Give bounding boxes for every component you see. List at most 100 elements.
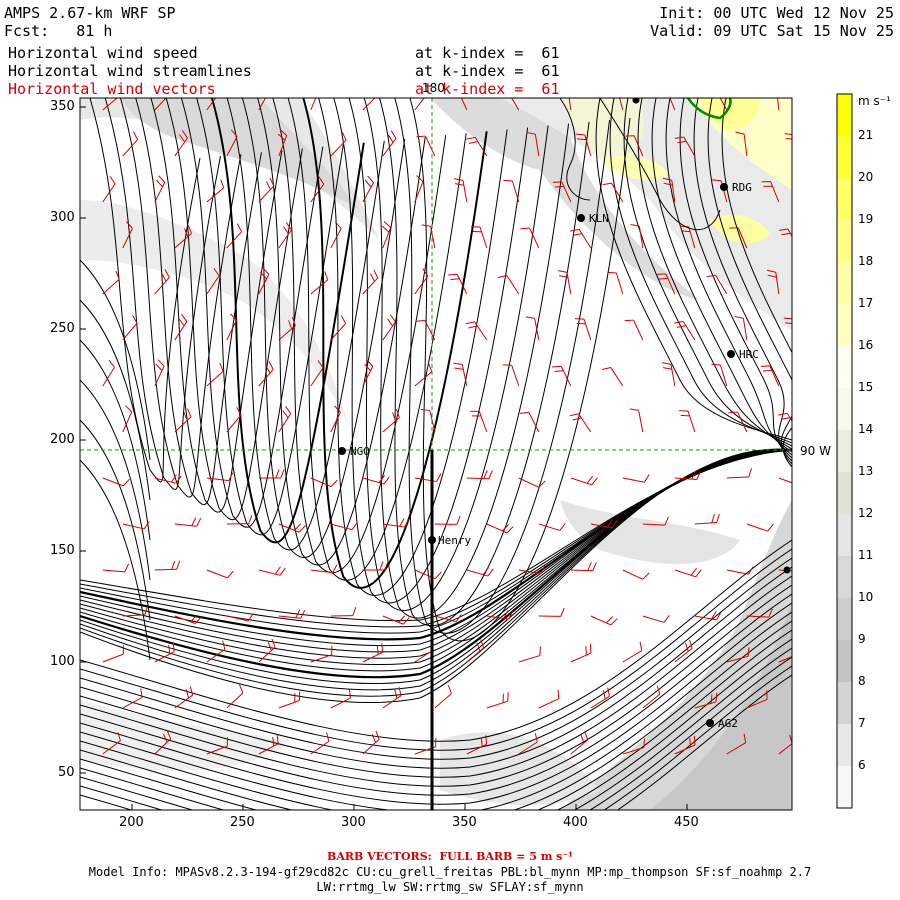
- wind-barb: [799, 606, 824, 616]
- wind-barb: [381, 221, 392, 249]
- wind-barb: [656, 273, 676, 295]
- axis-ticks: [80, 106, 688, 810]
- wind-barb: [669, 98, 676, 111]
- wind-barb: [735, 131, 748, 157]
- wind-barb: [258, 638, 276, 663]
- wind-barb: [590, 687, 610, 709]
- wind-barb: [102, 477, 130, 487]
- colorbar-label: 20: [858, 170, 874, 184]
- wind-barb: [726, 647, 750, 663]
- wind-barb: [278, 691, 301, 709]
- wind-barb: [362, 475, 390, 485]
- wind-barb: [538, 523, 566, 531]
- wind-barb: [726, 733, 747, 755]
- x-tick-label: 250: [230, 815, 255, 830]
- wind-barb: [460, 98, 468, 111]
- wind-barb: [122, 688, 143, 709]
- y-tick-label: 350: [50, 99, 75, 114]
- wind-barb: [601, 367, 624, 387]
- wind-barb: [382, 408, 400, 433]
- wind-barb: [310, 98, 317, 111]
- wind-barb: [278, 405, 292, 433]
- streamline: [80, 647, 792, 810]
- station-ag2-marker: [706, 719, 714, 727]
- wind-barb: [719, 98, 728, 111]
- wind-barb: [465, 321, 488, 341]
- wind-barb: [174, 224, 192, 249]
- streamline: [287, 98, 467, 581]
- colorbar-unit: m s⁻¹: [858, 94, 891, 108]
- wind-barb: [310, 176, 325, 203]
- wind-barb: [552, 365, 572, 387]
- streamline: [210, 98, 365, 544]
- streamline: [80, 566, 792, 769]
- streamline: [80, 548, 792, 751]
- colorbar-swatch: [837, 388, 852, 431]
- wind-barb: [470, 410, 488, 433]
- wind-barb: [778, 656, 792, 663]
- station-ngo-label: NGO: [350, 445, 370, 458]
- colorbar-swatch: [837, 472, 852, 515]
- wind-barb: [414, 175, 424, 203]
- wind-barb: [799, 688, 818, 708]
- wind-barb: [174, 517, 202, 527]
- wind-barb: [278, 609, 306, 619]
- wind-barb: [694, 692, 718, 709]
- streamline: [180, 98, 324, 528]
- wind-barb: [486, 692, 509, 709]
- colorbar-label: 15: [858, 380, 874, 394]
- wind-barb: [622, 738, 645, 755]
- wind-barb: [729, 227, 748, 249]
- streamline: [318, 98, 508, 596]
- wind-barb: [558, 270, 572, 295]
- colorbar-label: 11: [858, 548, 874, 562]
- wind-barb: [622, 474, 650, 483]
- wind-barb: [154, 359, 165, 387]
- wind-barb: [642, 685, 661, 709]
- field-label-vectors: Horizontal wind vectors: [8, 80, 216, 98]
- wind-barb: [258, 469, 285, 479]
- wind-barb: [629, 408, 644, 433]
- wind-barb: [466, 567, 494, 577]
- streamline: [80, 379, 151, 581]
- model-info-line-2: LW:rrtmg_lw SW:rrtmg_sw SFLAY:sf_mynn: [316, 880, 584, 894]
- wind-barb: [362, 175, 374, 203]
- streamline: [80, 656, 792, 810]
- station-rdg-label: RDG: [732, 181, 752, 194]
- model-title: AMPS 2.67-km WRF SP: [4, 4, 176, 22]
- wind-barb: [154, 642, 175, 663]
- wind-barb: [777, 98, 780, 111]
- wind-barb: [226, 223, 242, 249]
- wind-barb: [258, 267, 270, 295]
- x-tick-label: 450: [674, 815, 699, 830]
- wind-barb: [415, 319, 436, 341]
- streamline: [257, 98, 426, 566]
- streamline: [80, 611, 792, 810]
- streamline: [693, 98, 792, 462]
- wind-barb: [310, 360, 324, 387]
- wind-barb: [674, 320, 696, 341]
- wind-barb: [226, 613, 254, 622]
- wind-barb: [330, 689, 351, 709]
- wind-barb: [434, 515, 461, 525]
- streamline: [609, 98, 792, 444]
- wind-barb: [226, 129, 238, 157]
- wind-barb: [174, 686, 194, 709]
- wind-barb: [570, 562, 597, 572]
- field-level-speed: at k-index = 61: [415, 44, 560, 62]
- wind-barb: [607, 271, 624, 295]
- wind-barb: [746, 523, 774, 532]
- wind-barb: [206, 179, 225, 203]
- wind-barb: [679, 410, 696, 433]
- wind-barb: [362, 269, 379, 295]
- wind-barb: [258, 361, 274, 387]
- wind-barb: [414, 98, 425, 111]
- wind-barb: [122, 405, 133, 433]
- wind-barb: [362, 730, 380, 755]
- wind-barb: [674, 470, 701, 481]
- streamline: [104, 98, 221, 490]
- wind-barb: [570, 731, 589, 755]
- colorbar-label: 10: [858, 590, 874, 604]
- colorbar-swatch: [837, 262, 852, 305]
- streamline: [80, 259, 151, 461]
